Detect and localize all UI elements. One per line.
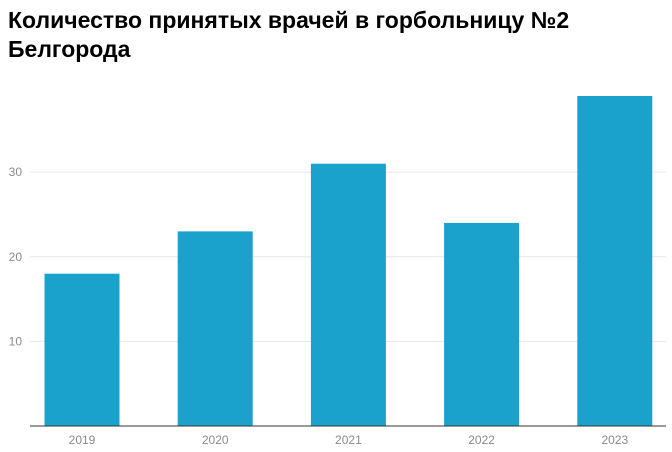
- bars: [44, 96, 653, 426]
- y-tick-label: 30: [9, 165, 23, 179]
- x-tick-labels: 2019 2020 2021 2022 2023: [69, 433, 629, 447]
- bar-2021: [310, 163, 386, 426]
- x-tick-label: 2023: [601, 433, 628, 447]
- y-tick-label: 10: [9, 334, 23, 348]
- y-tick-labels: 10 20 30: [9, 165, 23, 348]
- bar-2023: [577, 96, 653, 426]
- bar-2022: [444, 222, 520, 426]
- y-tick-label: 20: [9, 250, 23, 264]
- bar-2019: [44, 273, 120, 426]
- x-tick-label: 2021: [335, 433, 362, 447]
- x-tick-label: 2019: [69, 433, 96, 447]
- x-tick-label: 2020: [202, 433, 229, 447]
- x-tick-label: 2022: [468, 433, 495, 447]
- chart-title: Количество принятых врачей в горбольницу…: [8, 7, 570, 62]
- bar-2020: [177, 231, 253, 426]
